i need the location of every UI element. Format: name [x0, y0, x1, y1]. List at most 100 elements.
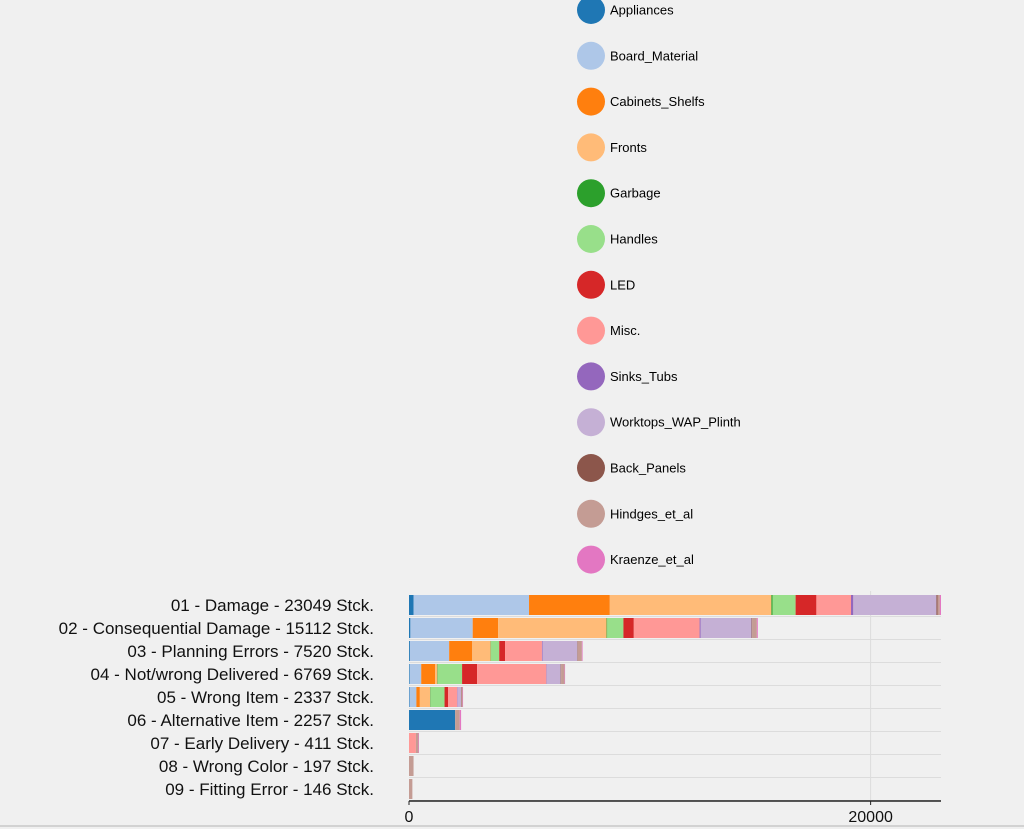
bar-segment-sinks-tubs[interactable]: [541, 641, 543, 661]
bar-segment-kraenze-et-al[interactable]: [459, 710, 462, 730]
bar-segment-kraenze-et-al[interactable]: [756, 618, 758, 638]
bar-segment-fronts[interactable]: [609, 595, 772, 615]
legend-swatch-hindges-et-al: [577, 499, 605, 528]
bar-segment-misc[interactable]: [505, 641, 542, 661]
bar-segment-appliances[interactable]: [409, 595, 414, 615]
legend-item-kraenze-et-al[interactable]: Kraenze_et_al: [577, 545, 694, 574]
bar-segment-worktops-wap-plinth[interactable]: [546, 664, 561, 684]
bar-segment-hindges-et-al[interactable]: [561, 664, 565, 684]
bar-segment-garbage[interactable]: [771, 595, 773, 615]
bar-segment-worktops-wap-plinth[interactable]: [853, 595, 937, 615]
bar-segment-handles[interactable]: [430, 687, 445, 707]
legend-item-cabinets-shelfs[interactable]: Cabinets_Shelfs: [577, 87, 705, 116]
legend-label-garbage: Garbage: [610, 186, 661, 201]
bar-segment-misc[interactable]: [409, 733, 416, 753]
bar-segment-fronts[interactable]: [419, 687, 431, 707]
legend-label-kraenze-et-al: Kraenze_et_al: [610, 552, 694, 567]
legend-item-fronts[interactable]: Fronts: [577, 133, 647, 162]
bar-segment-kraenze-et-al[interactable]: [581, 641, 583, 661]
legend-item-led[interactable]: LED: [577, 270, 635, 299]
bar-segment-hindges-et-al[interactable]: [752, 618, 757, 638]
bar-segment-garbage[interactable]: [430, 687, 431, 707]
bar-segment-board-material[interactable]: [409, 687, 417, 707]
bar-segment-misc[interactable]: [477, 664, 547, 684]
bar-segment-worktops-wap-plinth[interactable]: [457, 687, 462, 707]
bar-segment-fronts[interactable]: [498, 618, 607, 638]
bar-segment-fronts[interactable]: [472, 641, 491, 661]
bar-segment-misc[interactable]: [448, 687, 458, 707]
bar-segment-misc[interactable]: [633, 618, 700, 638]
bar-segment-appliances[interactable]: [409, 687, 410, 707]
legend-item-appliances[interactable]: Appliances: [577, 0, 674, 24]
bar-segment-hindges-et-al[interactable]: [409, 756, 414, 776]
bar-segment-sinks-tubs[interactable]: [699, 618, 701, 638]
legend-item-misc[interactable]: Misc.: [577, 316, 640, 345]
legend-item-garbage[interactable]: Garbage: [577, 179, 661, 208]
bar-segment-garbage[interactable]: [606, 618, 608, 638]
bar-segment-led[interactable]: [623, 618, 634, 638]
bar-segment-cabinets-shelfs[interactable]: [529, 595, 610, 615]
legend-item-back-panels[interactable]: Back_Panels: [577, 454, 686, 482]
bar-segment-led[interactable]: [462, 664, 478, 684]
legend-swatch-garbage: [577, 179, 605, 208]
x-tick-label: 0: [405, 809, 414, 826]
legend-item-handles[interactable]: Handles: [577, 225, 658, 253]
bar-segment-sinks-tubs[interactable]: [546, 664, 547, 684]
bar-segment-hindges-et-al[interactable]: [577, 641, 582, 661]
bar-segment-cabinets-shelfs[interactable]: [416, 687, 420, 707]
bar-segment-appliances[interactable]: [409, 664, 410, 684]
bar-segment-cabinets-shelfs[interactable]: [421, 664, 436, 684]
category-label: 08 - Wrong Color - 197 Stck.: [159, 757, 374, 776]
bar-segment-led[interactable]: [795, 595, 817, 615]
bar-segment-hindges-et-al[interactable]: [409, 779, 413, 799]
bar-segment-board-material[interactable]: [409, 664, 422, 684]
legend-label-fronts: Fronts: [610, 140, 647, 155]
bar-segment-hindges-et-al[interactable]: [415, 733, 419, 753]
bar-segment-handles[interactable]: [437, 664, 463, 684]
bar-segment-cabinets-shelfs[interactable]: [472, 618, 499, 638]
bar-segment-appliances[interactable]: [409, 710, 456, 730]
bar-row-6: [409, 710, 462, 730]
legend-label-worktops-wap-plinth: Worktops_WAP_Plinth: [610, 415, 741, 430]
bar-segment-cabinets-shelfs[interactable]: [449, 641, 473, 661]
legend-label-cabinets-shelfs: Cabinets_Shelfs: [610, 94, 705, 109]
legend-item-worktops-wap-plinth[interactable]: Worktops_WAP_Plinth: [577, 408, 741, 437]
bar-segment-board-material[interactable]: [410, 618, 473, 638]
bar-segment-led[interactable]: [499, 641, 506, 661]
legend-item-hindges-et-al[interactable]: Hindges_et_al: [577, 499, 693, 528]
category-label: 05 - Wrong Item - 2337 Stck.: [157, 688, 374, 707]
bar-segment-kraenze-et-al[interactable]: [564, 664, 566, 684]
bar-segment-handles[interactable]: [772, 595, 796, 615]
bar-segment-misc[interactable]: [816, 595, 852, 615]
bar-segment-back-panels[interactable]: [577, 641, 578, 661]
bar-segment-sinks-tubs[interactable]: [457, 687, 458, 707]
bar-segment-sinks-tubs[interactable]: [851, 595, 854, 615]
bar-segment-back-panels[interactable]: [751, 618, 753, 638]
bar-segment-back-panels[interactable]: [560, 664, 562, 684]
bar-segment-hindges-et-al[interactable]: [937, 595, 940, 615]
bar-segment-worktops-wap-plinth[interactable]: [542, 641, 578, 661]
bar-segment-kraenze-et-al[interactable]: [462, 687, 464, 707]
bar-segment-fronts[interactable]: [435, 664, 438, 684]
legend-swatch-appliances: [577, 0, 605, 24]
bar-segment-garbage[interactable]: [490, 641, 492, 661]
bar-segment-appliances[interactable]: [409, 618, 411, 638]
bar-segment-hindges-et-al[interactable]: [461, 687, 463, 707]
chart-legend: Appliances Board_Material Cabinets_Shelfs F…: [577, 0, 741, 574]
bar-segment-board-material[interactable]: [409, 641, 450, 661]
bar-segment-handles[interactable]: [491, 641, 500, 661]
bar-segment-hindges-et-al[interactable]: [455, 710, 460, 730]
bar-row-1: [409, 595, 941, 615]
bar-segment-appliances[interactable]: [409, 641, 410, 661]
legend-item-board-material[interactable]: Board_Material: [577, 41, 698, 70]
bar-segment-kraenze-et-al[interactable]: [418, 733, 419, 753]
bar-segment-board-material[interactable]: [413, 595, 530, 615]
bar-segment-garbage[interactable]: [437, 664, 438, 684]
bar-segment-handles[interactable]: [607, 618, 624, 638]
bar-segment-kraenze-et-al[interactable]: [939, 595, 941, 615]
legend-swatch-back-panels: [577, 454, 605, 482]
bar-segment-worktops-wap-plinth[interactable]: [700, 618, 752, 638]
legend-item-sinks-tubs[interactable]: Sinks_Tubs: [577, 362, 678, 391]
bar-segment-led[interactable]: [444, 687, 449, 707]
bar-segment-back-panels[interactable]: [936, 595, 938, 615]
